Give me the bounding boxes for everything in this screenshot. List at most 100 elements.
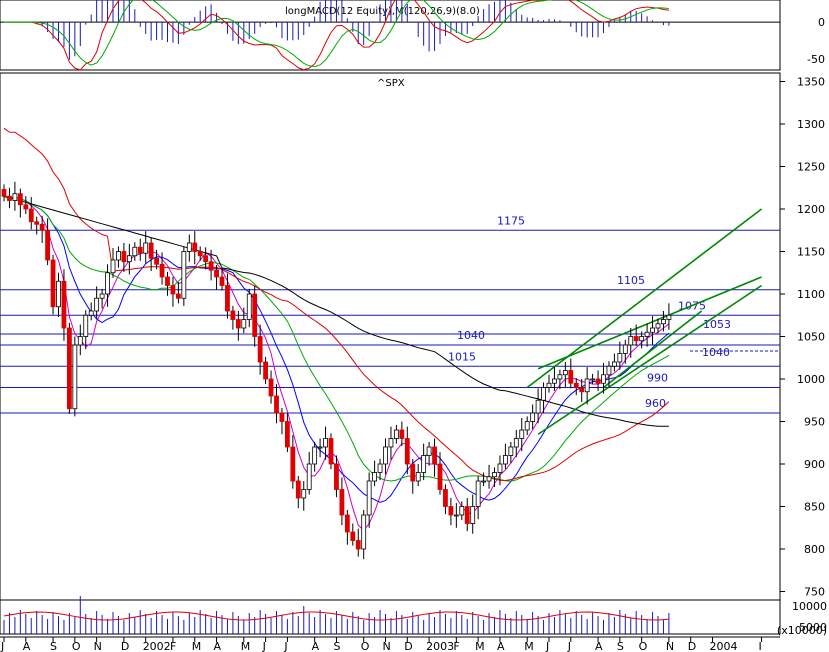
time-tick-label: I — [759, 640, 762, 652]
candle-body-down — [45, 229, 50, 261]
candle-body-up — [661, 319, 666, 325]
candle — [530, 404, 536, 430]
candle — [34, 216, 40, 235]
candle-body-down — [208, 261, 214, 271]
candle — [546, 374, 552, 393]
macd-signal-line — [4, 0, 669, 68]
time-tick-label: N — [94, 640, 102, 652]
candle — [579, 379, 585, 402]
price-tick-label: 1000 — [797, 373, 825, 386]
candle-body-up — [508, 446, 514, 456]
candle — [508, 441, 514, 464]
time-tick-label: J — [545, 640, 549, 652]
price-axis: 1350 1300 1250 1200 1150 1100 1050 1000 950 900 85… — [777, 16, 827, 637]
candle — [404, 426, 410, 475]
candle-body-down — [170, 285, 176, 295]
candle — [562, 362, 568, 388]
candle-body-down — [328, 438, 334, 465]
candle — [524, 416, 530, 436]
candle-body-up — [426, 446, 432, 456]
candle-body-up — [246, 293, 252, 320]
candle-body-down — [203, 255, 209, 263]
candle — [165, 271, 170, 296]
candle-body-down — [350, 531, 356, 541]
candle-body-down — [219, 276, 225, 286]
candle — [535, 388, 541, 424]
level-label-1040: 1040 — [457, 329, 485, 342]
candle — [361, 509, 367, 560]
candle-body-up — [453, 514, 459, 517]
candle-body-up — [628, 336, 634, 346]
time-tick-label: A — [214, 640, 222, 652]
candle — [230, 305, 236, 330]
level-label-960: 960 — [645, 397, 666, 410]
time-tick-label: 2004 — [710, 640, 738, 652]
candle — [197, 246, 203, 261]
price-tick-label: 1300 — [797, 118, 825, 131]
candle-body-down — [290, 446, 296, 482]
candle-body-up — [241, 319, 247, 329]
candle-body-up — [393, 429, 399, 439]
candle-body-up — [655, 323, 661, 329]
candle — [219, 268, 225, 291]
candle — [246, 288, 252, 328]
candle-body-up — [317, 446, 323, 449]
candle-body-up — [116, 251, 121, 261]
candle-body-down — [595, 378, 601, 384]
candle — [622, 339, 628, 364]
price-tick-label: 950 — [804, 416, 825, 429]
candle-body-up — [301, 489, 307, 499]
level-label-1040-dashed: 1040 — [702, 346, 730, 359]
time-tick-label: O — [639, 640, 648, 652]
volume-average-line — [3, 611, 669, 621]
candle — [214, 265, 219, 290]
price-tick-label: 1100 — [797, 288, 825, 301]
candle — [595, 370, 601, 391]
level-label-1175: 1175 — [497, 214, 525, 227]
candle-body-up — [639, 336, 645, 342]
price-tick-label: 1050 — [797, 331, 825, 344]
candle — [666, 303, 672, 330]
candle-body-up — [513, 438, 519, 448]
candle-body-up — [475, 480, 481, 507]
candle — [252, 285, 258, 347]
candle — [137, 238, 143, 261]
time-tick-label: J — [283, 640, 287, 652]
trendline-4 — [603, 310, 703, 389]
candle-body-down — [464, 506, 470, 524]
candle — [606, 361, 612, 388]
candle — [94, 286, 100, 319]
candle — [290, 435, 296, 489]
candle — [170, 277, 176, 307]
candle-body-down — [568, 370, 574, 384]
candle-body-down — [154, 257, 160, 265]
candle-body-down — [633, 336, 639, 342]
candle — [88, 302, 94, 321]
time-tick-label: S — [50, 640, 57, 652]
candle-body-up — [132, 246, 138, 257]
candle — [159, 252, 165, 285]
candle — [372, 460, 378, 487]
candle-body-up — [181, 251, 187, 299]
candle — [513, 430, 519, 458]
candle — [590, 373, 595, 385]
candle — [77, 324, 83, 356]
candle-body-up — [584, 378, 590, 393]
candle — [121, 243, 127, 272]
candle — [415, 464, 421, 487]
level-label-990: 990 — [647, 372, 668, 385]
candle — [83, 310, 89, 350]
candle — [399, 421, 405, 447]
candle-body-down — [339, 489, 345, 516]
time-tick-label: A — [497, 640, 505, 652]
candle — [235, 311, 241, 341]
candle-body-up — [617, 353, 623, 363]
candle-body-up — [126, 255, 132, 263]
time-tick-label: S — [617, 640, 624, 652]
macd-panel-title: longMACD(12 Equity),M(120,26,9)(8.0) — [285, 6, 480, 17]
candle — [1, 184, 7, 202]
candle — [453, 503, 459, 528]
candle-body-down — [334, 463, 339, 490]
candle — [143, 231, 149, 264]
